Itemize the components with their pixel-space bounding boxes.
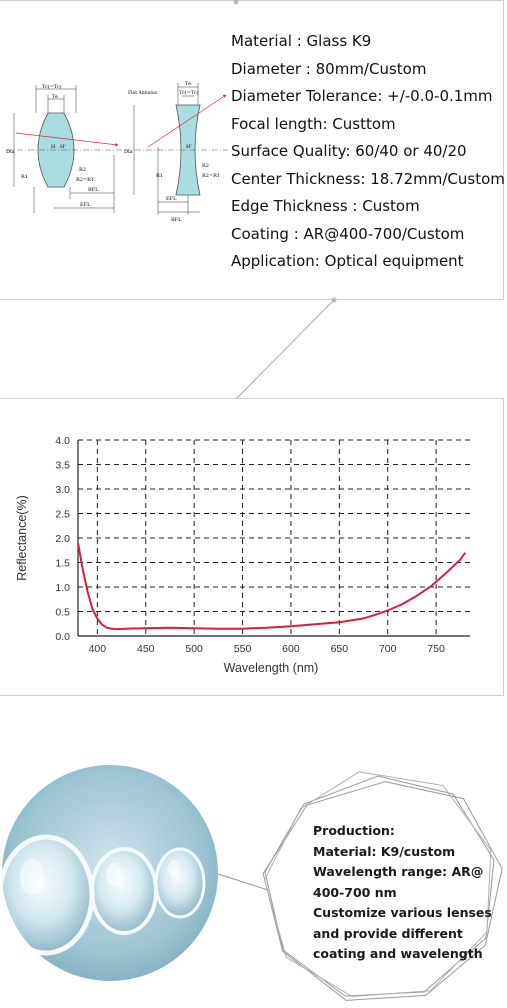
label-dia-2: Dia — [124, 149, 133, 155]
biconcave-lens-drawing — [124, 83, 228, 215]
label-h2: H' — [60, 144, 66, 150]
chart-axes — [77, 440, 470, 637]
spec-application: Application: Optical equipment — [231, 252, 464, 270]
production-info: Production: Material: K9/custom Waveleng… — [313, 821, 492, 965]
label-efl: EFL — [80, 202, 91, 208]
spec-center-thickness: Center Thickness: 18.72mm/Custom — [231, 169, 505, 188]
chart-grid — [78, 439, 470, 637]
label-dia: Dia — [6, 149, 15, 155]
chart-ticks: 0.0 0.5 1.0 1.5 2.0 2.5 3.0 3.5 4.0 400 450 500 550 6… — [55, 435, 445, 655]
label-h-prime-2: H' — [186, 144, 192, 150]
y-tick-label: 1.5 — [55, 558, 70, 570]
label-h: H — [51, 144, 56, 150]
production-coating: coating and wavelength — [313, 946, 483, 961]
production-material: Material: K9/custom — [313, 843, 456, 859]
label-r2-eq-2: R2=R1 — [202, 173, 220, 179]
lens-photo-image — [2, 765, 218, 981]
product-decoration — [211, 771, 503, 1001]
spec-coating: Coating : AR@400-700/Custom — [231, 224, 465, 243]
biconvex-lens-drawing — [6, 85, 124, 213]
lens-diagram: Tc(=Tc) Te Dia R1 R2 R2=R1 H H' BFL EFL … — [6, 81, 228, 223]
label-r1-2: R1 — [156, 173, 163, 179]
label-efl-2: EFL — [166, 196, 177, 202]
spec-focal-length: Focal length: Custtom — [231, 114, 396, 133]
production-wavelength-range: 400-700 nm — [313, 884, 397, 900]
x-tick-label: 750 — [427, 643, 445, 655]
label-te-2: Te — [185, 81, 191, 87]
spec-diameter-tolerance: Diameter Tolerance: +/-0.0-0.1mm — [231, 87, 493, 105]
product-photo — [2, 765, 218, 981]
y-tick-label: 3.5 — [55, 460, 70, 472]
production-wavelength: Wavelength range: AR@ — [313, 864, 484, 879]
y-tick-label: 0.5 — [55, 607, 70, 619]
label-flat-annulus: Flat Annulus — [128, 90, 158, 96]
spec-surface-quality: Surface Quality: 60/40 or 40/20 — [231, 142, 467, 160]
x-tick-label: 400 — [89, 643, 107, 655]
x-tick-label: 550 — [234, 643, 252, 655]
label-r2-eq: R2=R1 — [76, 177, 94, 183]
x-tick-label: 700 — [379, 643, 397, 655]
y-tick-label: 2.0 — [55, 533, 70, 545]
spec-list: Material : Glass K9 Diameter : 80mm/Cust… — [231, 28, 505, 276]
label-tc-te: Tc(=Tc) — [42, 83, 62, 90]
x-tick-label: 450 — [137, 643, 155, 655]
chart-series — [77, 542, 467, 631]
label-te: Te — [52, 94, 58, 100]
label-bfl: BFL — [88, 187, 99, 193]
y-tick-label: 1.0 — [55, 582, 70, 594]
y-tick-label: 2.5 — [55, 509, 70, 521]
reflectance-series-line — [77, 542, 467, 631]
production-provide: and provide different — [313, 925, 463, 941]
label-r2-2: R2 — [202, 163, 209, 169]
spec-material: Material : Glass K9 — [231, 32, 372, 50]
chart-panel — [0, 398, 504, 696]
production-customize: Customize various lenses — [313, 905, 492, 920]
label-tc-te-2: Tc(=Tc) — [179, 89, 199, 96]
spec-panel — [0, 0, 504, 300]
y-tick-label: 0.0 — [55, 631, 70, 643]
label-bfl-2: BFL — [171, 217, 182, 223]
reflectance-chart: 0.0 0.5 1.0 1.5 2.0 2.5 3.0 3.5 4.0 400 450 500 550 6… — [15, 435, 470, 675]
label-r1: R1 — [21, 174, 28, 180]
spec-edge-thickness: Edge Thickness : Custom — [231, 197, 420, 215]
x-axis-label: Wavelength (nm) — [224, 661, 319, 675]
production-heading: Production: — [313, 823, 395, 838]
x-tick-label: 500 — [185, 643, 203, 655]
spec-diameter: Diameter : 80mm/Custom — [231, 59, 427, 78]
y-tick-label: 3.0 — [55, 484, 70, 496]
x-tick-label: 650 — [331, 643, 349, 655]
label-r2: R2 — [79, 167, 86, 173]
y-axis-label: Reflectance(%) — [15, 495, 29, 580]
x-tick-label: 600 — [282, 643, 300, 655]
y-tick-label: 4.0 — [55, 435, 70, 447]
